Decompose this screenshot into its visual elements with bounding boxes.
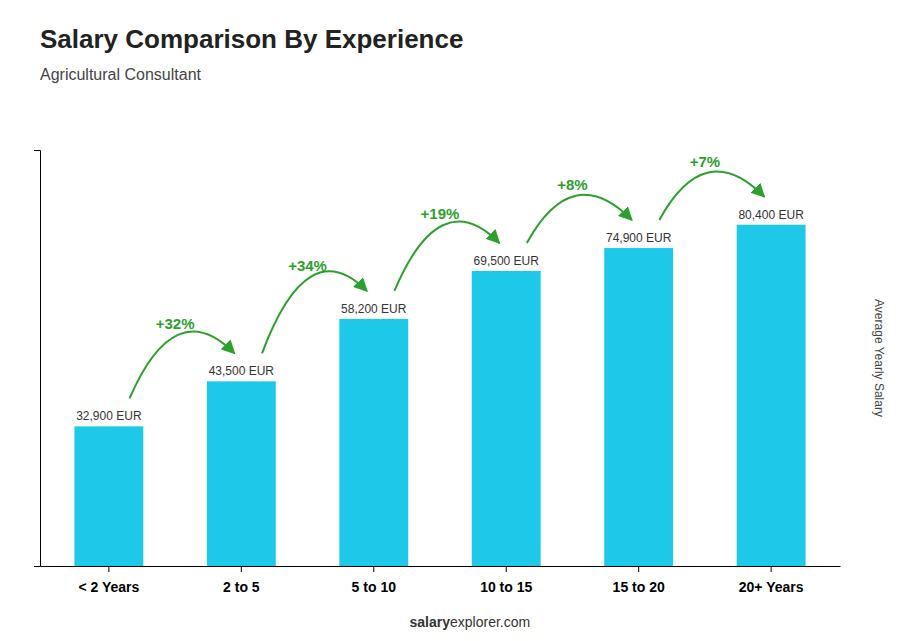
- title: Salary Comparison By Experience: [40, 24, 463, 54]
- x-axis-line: [41, 566, 841, 567]
- bar: [472, 271, 541, 566]
- data-label: 58,200 EUR: [341, 302, 407, 316]
- change-arrow: [659, 172, 764, 220]
- x-tick-mark: [506, 566, 507, 572]
- y-axis: [34, 151, 41, 567]
- x-tick-label: < 2 Years: [78, 579, 139, 595]
- chart-container: Salary Comparison By Experience Agricultu…: [0, 0, 900, 641]
- x-axis: < 2 Years 2 to 5 5 to 10 10 to 15 15 to 20 20…: [41, 566, 841, 595]
- footer: explorer.com: [450, 614, 530, 630]
- subtitle: Agricultural Consultant: [40, 66, 202, 83]
- bars: [74, 225, 805, 566]
- x-tick: 10 to 15: [480, 566, 532, 595]
- bar: [339, 319, 408, 566]
- change-arrow: [130, 332, 235, 399]
- x-tick-mark: [771, 566, 772, 572]
- data-label: 43,500 EUR: [209, 364, 275, 378]
- change-label: +8%: [557, 176, 587, 193]
- data-label: 32,900 EUR: [76, 409, 142, 423]
- x-tick-mark: [373, 566, 374, 572]
- change-label: +19%: [421, 205, 460, 222]
- data-label: 80,400 EUR: [738, 208, 804, 222]
- x-tick: 2 to 5: [223, 566, 260, 595]
- data-labels: 32,900 EUR 43,500 EUR 58,200 EUR 69,500 EUR…: [76, 208, 804, 424]
- x-tick: 20+ Years: [739, 566, 804, 595]
- plot: < 2 Years 2 to 5 5 to 10 10 to 15 15 to 20 20…: [34, 151, 841, 595]
- change-label: +7%: [690, 153, 720, 170]
- x-tick: < 2 Years: [78, 566, 139, 595]
- x-tick-mark: [241, 566, 242, 572]
- change-label: +32%: [156, 315, 195, 332]
- x-tick-label: 5 to 10: [352, 579, 397, 595]
- x-tick-label: 15 to 20: [613, 579, 665, 595]
- y-axis-line: [34, 151, 41, 567]
- y-axis-title: Average Yearly Salary: [872, 299, 886, 417]
- bar: [737, 225, 806, 566]
- x-tick-mark: [108, 566, 109, 572]
- x-tick-label: 2 to 5: [223, 579, 260, 595]
- chart-svg: Salary Comparison By Experience Agricultu…: [0, 0, 900, 641]
- x-tick: 5 to 10: [352, 566, 397, 595]
- change-arrow: [527, 195, 632, 243]
- x-tick: 15 to 20: [613, 566, 665, 595]
- footer: salary: [410, 614, 451, 630]
- change-arrow: [262, 271, 367, 353]
- data-label: 69,500 EUR: [474, 254, 540, 268]
- change-annotations: +32% +34% +19% +8% +7%: [130, 153, 765, 399]
- bar: [207, 381, 276, 566]
- change-label: +34%: [288, 257, 327, 274]
- data-label: 74,900 EUR: [606, 231, 672, 245]
- change-arrow: [394, 222, 499, 291]
- x-tick-label: 20+ Years: [739, 579, 804, 595]
- bar: [74, 426, 143, 566]
- x-tick-label: 10 to 15: [480, 579, 532, 595]
- x-tick-mark: [638, 566, 639, 572]
- bar: [604, 248, 673, 566]
